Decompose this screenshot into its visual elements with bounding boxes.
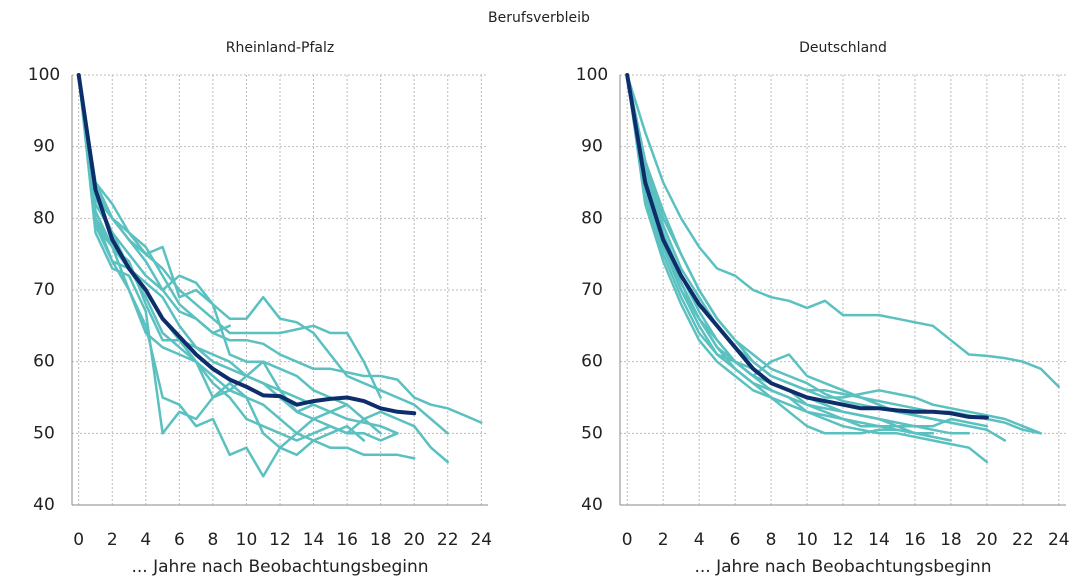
x-tick-label: 2 [658,530,669,550]
y-tick-label: 90 [581,137,603,157]
x-tick-label: 8 [207,530,218,550]
line [77,73,483,424]
x-tick-label: 0 [73,530,84,550]
x-tick-label: 20 [976,530,998,550]
y-tick-label: 60 [33,352,55,372]
subplot-title: Deutschland [799,40,887,56]
x-tick-label: 22 [437,530,459,550]
line [625,73,953,442]
x-tick-label: 2 [107,530,118,550]
x-tick-label: 24 [470,530,492,550]
x-tick-label: 22 [1012,530,1034,550]
x-axis-label: ... Jahre nach Beobachtungsbeginn [131,557,428,577]
x-tick-label: 12 [832,530,854,550]
x-tick-label: 14 [868,530,890,550]
y-tick-label: 50 [581,423,603,443]
x-tick-label: 12 [269,530,291,550]
x-tick-label: 14 [303,530,325,550]
x-tick-label: 24 [1048,530,1070,550]
x-tick-label: 4 [694,530,705,550]
x-tick-label: 6 [730,530,741,550]
x-tick-label: 10 [236,530,258,550]
y-tick-label: 50 [33,423,55,443]
line [625,73,1043,435]
line [625,73,1061,389]
mean-line [625,73,989,420]
y-tick-label: 70 [33,280,55,300]
y-tick-label: 80 [581,208,603,228]
subplot-title: Rheinland-Pfalz [226,40,334,56]
y-tick-label: 70 [581,280,603,300]
x-tick-label: 18 [370,530,392,550]
y-tick-label: 100 [28,65,60,85]
x-tick-label: 18 [940,530,962,550]
line [625,73,989,432]
y-tick-label: 40 [33,495,55,515]
x-axis-label: ... Jahre nach Beobachtungsbeginn [694,557,991,577]
x-tick-label: 0 [622,530,633,550]
x-tick-label: 8 [766,530,777,550]
x-tick-label: 10 [796,530,818,550]
y-tick-label: 100 [576,65,608,85]
line [77,73,349,478]
line [77,73,382,399]
y-tick-label: 90 [33,137,55,157]
x-tick-label: 6 [174,530,185,550]
x-tick-label: 16 [904,530,926,550]
x-tick-label: 4 [140,530,151,550]
line [625,73,1043,435]
line [77,73,399,435]
y-tick-label: 80 [33,208,55,228]
line [77,73,399,442]
line [77,73,231,335]
x-tick-label: 20 [403,530,425,550]
mean-line [76,73,417,416]
chart-title: Berufsverbleib [488,10,590,26]
x-tick-label: 16 [336,530,358,550]
y-tick-label: 40 [581,495,603,515]
line [77,73,449,435]
y-tick-label: 60 [581,352,603,372]
